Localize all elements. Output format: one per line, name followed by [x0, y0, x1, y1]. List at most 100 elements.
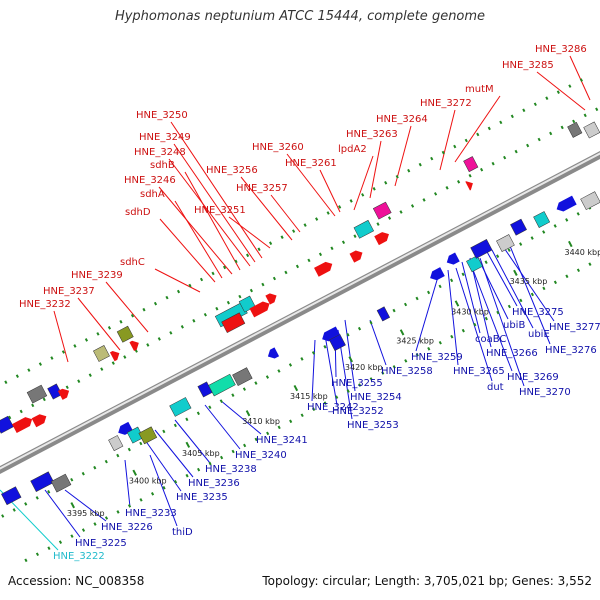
gene-block — [328, 334, 346, 351]
gene-arrow — [349, 250, 363, 263]
gene-label-bottom-10: HNE_3265 — [453, 366, 505, 377]
leader-line-top-11 — [173, 143, 256, 263]
leader-line-top-20 — [154, 268, 201, 293]
ruler-tick-label-8: 3430 kbp — [451, 307, 489, 316]
gene-feature-14 — [249, 301, 270, 318]
gene-feature-3 — [31, 414, 47, 428]
gene-feature-7 — [93, 345, 110, 362]
gene-label-top-23: HNE_3232 — [19, 299, 71, 310]
leader-line-bottom-16 — [311, 339, 316, 402]
ruler-tick-label-2: 3400 kbp — [129, 477, 167, 486]
leader-line-top-18 — [228, 216, 271, 249]
leader-line-top-6 — [369, 140, 382, 199]
leader-line-bottom-9 — [369, 319, 387, 366]
gene-label-top-20: sdhC — [120, 257, 145, 268]
gene-block — [1, 486, 22, 506]
gene-block — [510, 218, 527, 236]
leader-line-top-16 — [174, 200, 223, 279]
gene-label-top-18: HNE_3251 — [194, 205, 246, 216]
gene-feature-47 — [556, 195, 577, 212]
gene-feature-44 — [496, 234, 515, 252]
gene-label-bottom-18: HNE_3253 — [347, 420, 399, 431]
ruler-tick-10 — [568, 240, 573, 248]
gene-label-bottom-12: dut — [487, 382, 504, 393]
gene-block — [116, 325, 134, 343]
leader-line-bottom-21 — [174, 419, 211, 464]
ruler-tick-3 — [185, 441, 191, 448]
gene-arrow — [109, 351, 120, 362]
leader-line-bottom-4 — [491, 249, 534, 329]
leader-line-bottom-19 — [219, 399, 262, 435]
leader-line-bottom-15 — [344, 319, 356, 392]
gene-feature-6 — [57, 388, 70, 400]
ruler-tick-label-10: 3440 kbp — [564, 248, 600, 257]
gene-feature-20 — [372, 201, 392, 220]
gene-block — [169, 397, 192, 417]
gene-feature-40 — [430, 267, 445, 281]
gene-label-bottom-13: HNE_3270 — [519, 387, 571, 398]
gene-feature-43 — [470, 239, 493, 259]
dotted-guide-3 — [1, 200, 600, 518]
gene-feature-38 — [328, 334, 346, 351]
gene-feature-46 — [533, 211, 551, 228]
gene-arrow — [265, 293, 277, 305]
backbone — [0, 151, 600, 474]
gene-block — [376, 306, 391, 322]
gene-label-top-14: HNE_3256 — [206, 165, 258, 176]
gene-feature-36 — [267, 347, 280, 359]
gene-features — [0, 121, 600, 506]
gene-block — [0, 415, 14, 434]
leader-lines — [0, 55, 591, 551]
gene-label-bottom-24: HNE_3233 — [125, 508, 177, 519]
ruler-tick-2 — [132, 469, 137, 476]
gene-block — [93, 345, 110, 362]
leader-line-bottom-24 — [124, 459, 131, 508]
gene-label-bottom-21: HNE_3238 — [205, 464, 257, 475]
leader-line-bottom-2 — [499, 241, 555, 322]
leader-line-top-23 — [53, 310, 69, 363]
gene-feature-8 — [109, 351, 120, 362]
leader-line-bottom-11 — [469, 261, 513, 372]
ruler-tick-label-7: 3425 kbp — [396, 336, 434, 345]
backbone-highlight — [0, 152, 600, 470]
gene-block — [496, 234, 515, 252]
dotted-guide-4 — [24, 257, 600, 563]
gene-feature-42 — [466, 255, 483, 273]
gene-feature-27 — [50, 473, 72, 493]
gene-label-bottom-8: HNE_3259 — [411, 352, 463, 363]
gene-label-top-9: HNE_3261 — [285, 158, 337, 169]
gene-block — [470, 239, 493, 259]
gene-feature-16 — [314, 261, 333, 277]
gene-block — [108, 435, 124, 452]
gene-arrow — [374, 232, 389, 246]
gene-label-bottom-9: HNE_3258 — [381, 366, 433, 377]
leader-line-top-9 — [319, 169, 341, 213]
gene-block — [50, 473, 72, 493]
gene-block — [221, 312, 246, 333]
gene-label-top-5: HNE_3264 — [376, 114, 428, 125]
ruler-tick-4 — [245, 410, 251, 417]
leader-line-top-15 — [158, 186, 233, 275]
gene-feature-18 — [353, 219, 375, 239]
gene-feature-23 — [567, 121, 583, 138]
leader-line-top-12 — [168, 158, 251, 267]
gene-block — [567, 121, 583, 138]
leader-line-bottom-22 — [154, 429, 194, 478]
ruler-tick-8 — [454, 300, 460, 307]
gene-block — [208, 373, 236, 397]
backbone-outer — [0, 151, 600, 474]
leader-line-top-14 — [240, 176, 293, 241]
gene-block — [47, 383, 63, 400]
gene-feature-17 — [349, 250, 363, 263]
gene-label-bottom-14: HNE_3255 — [331, 378, 383, 389]
gene-feature-5 — [47, 383, 63, 400]
ruler-tick-label-5: 3415 kbp — [290, 392, 328, 401]
leader-line-bottom-8 — [415, 269, 441, 352]
leader-line-top-13 — [184, 171, 241, 271]
leader-line-bottom-20 — [204, 404, 241, 450]
gene-block — [372, 201, 392, 220]
leader-line-top-7 — [353, 155, 374, 211]
gene-label-bottom-7: HNE_3266 — [486, 348, 538, 359]
dotted-guides — [0, 77, 600, 563]
